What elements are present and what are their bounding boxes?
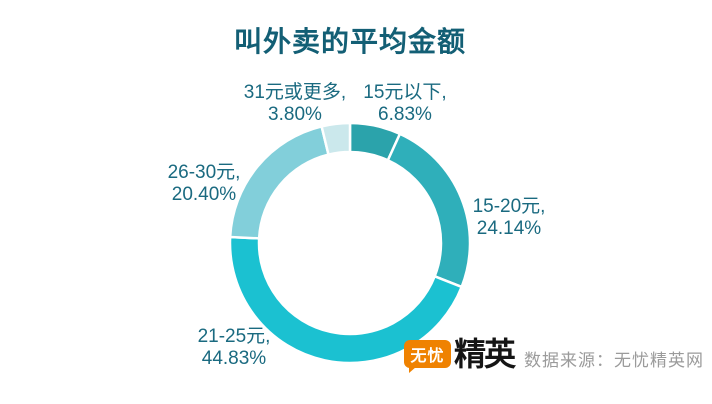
data-source-caption: 数据来源：无忧精英网 (524, 351, 704, 370)
logo-main-text: 精英 (454, 336, 516, 372)
wuyou-jingying-logo: 无忧 精英 (404, 336, 516, 373)
donut-slice-3 (228, 125, 330, 240)
donut-slice-2 (228, 235, 463, 365)
logo-bubble: 无忧 (404, 340, 451, 373)
donut-slice-4 (320, 121, 352, 156)
chart-title: 叫外卖的平均金额 (233, 26, 467, 57)
donut-slice-1 (386, 132, 472, 289)
